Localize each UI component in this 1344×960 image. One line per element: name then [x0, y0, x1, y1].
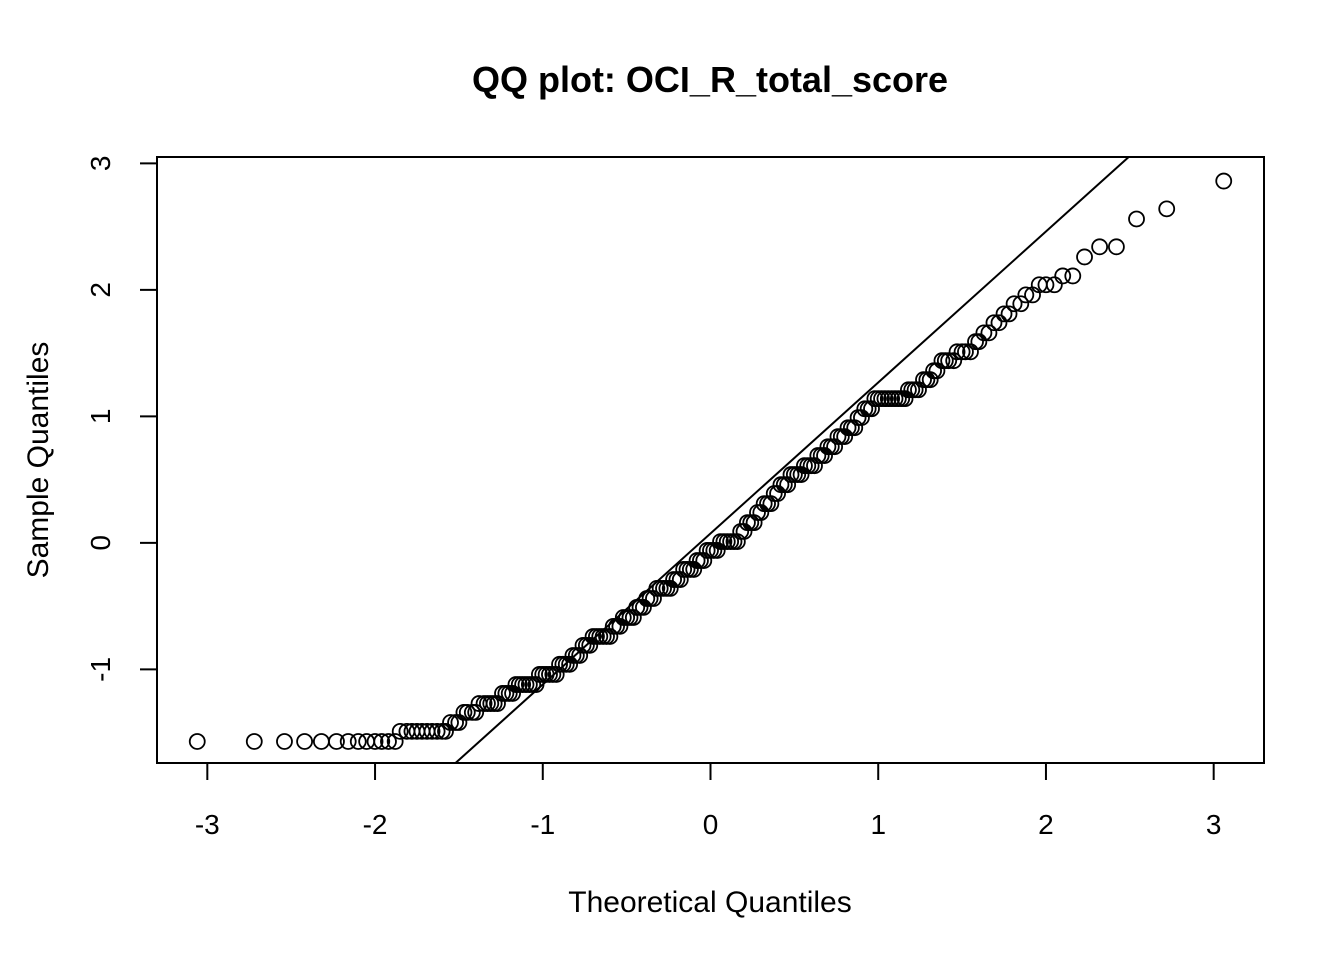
data-point	[296, 733, 314, 750]
y-tick-label: 1	[85, 409, 116, 425]
x-axis-title: Theoretical Quantiles	[568, 886, 851, 919]
data-point	[1017, 286, 1035, 304]
data-point	[467, 703, 485, 721]
y-tick-label: -1	[85, 657, 116, 682]
data-point	[1045, 276, 1063, 294]
data-point	[380, 733, 397, 750]
data-point	[1005, 295, 1023, 313]
data-point	[975, 324, 993, 342]
plot-area-frame	[156, 156, 1265, 764]
data-point	[957, 343, 974, 361]
y-tick-label: 2	[85, 282, 116, 298]
data-point	[423, 722, 441, 740]
data-point	[1108, 238, 1125, 256]
data-point	[386, 733, 404, 750]
data-point	[437, 722, 454, 740]
data-point	[1012, 295, 1030, 313]
data-point	[970, 333, 988, 351]
data-point	[188, 733, 206, 750]
data-point	[1037, 276, 1055, 294]
points-series	[188, 172, 1233, 750]
chart-title: QQ plot: OCI_R_total_score	[472, 59, 948, 100]
data-point	[990, 314, 1008, 332]
data-point	[1091, 238, 1109, 256]
data-point	[366, 733, 384, 750]
x-tick-label: 0	[703, 809, 719, 840]
x-tick-label: -1	[530, 809, 555, 840]
data-point	[442, 714, 459, 731]
y-tick-label: 3	[85, 156, 116, 172]
data-point	[1054, 267, 1072, 285]
data-point	[489, 695, 506, 712]
data-point	[948, 343, 966, 361]
x-tick-label: 1	[870, 809, 886, 840]
data-point	[910, 381, 927, 399]
x-tick-label: 3	[1206, 809, 1222, 840]
y-axis-title: Sample Quantiles	[22, 342, 55, 579]
data-point	[980, 324, 998, 342]
x-tick-label: 2	[1038, 809, 1054, 840]
y-axis: -1 0 1 2 3	[85, 156, 158, 682]
data-point	[940, 352, 958, 370]
data-point	[391, 722, 409, 740]
data-point	[1000, 305, 1018, 323]
x-axis: -3 -2 -1 0 1 2 3	[195, 762, 1222, 840]
data-point	[945, 352, 963, 370]
data-point	[349, 733, 367, 750]
data-point	[450, 714, 468, 731]
data-point	[312, 733, 330, 750]
data-point	[995, 305, 1013, 323]
data-point	[928, 362, 946, 380]
data-point	[1215, 172, 1233, 190]
data-point	[985, 314, 1003, 332]
data-point	[1076, 248, 1093, 266]
y-tick-label: 0	[85, 535, 116, 551]
x-tick-label: -2	[363, 809, 388, 840]
data-point	[373, 733, 391, 750]
data-point	[428, 722, 446, 740]
data-point	[276, 733, 293, 750]
data-point	[328, 733, 345, 750]
data-point	[1064, 267, 1082, 285]
data-point	[1128, 210, 1145, 228]
data-point	[339, 733, 357, 750]
data-point	[1158, 200, 1176, 218]
data-point	[245, 733, 263, 750]
x-tick-label: -3	[195, 809, 220, 840]
data-point	[458, 703, 476, 721]
data-point	[962, 343, 979, 361]
